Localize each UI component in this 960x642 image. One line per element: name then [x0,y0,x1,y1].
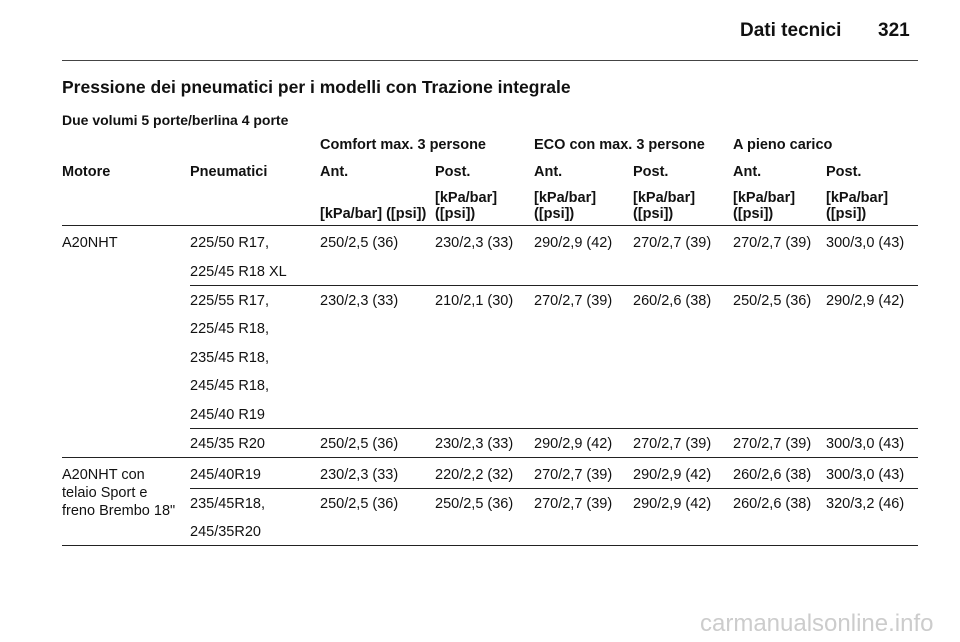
pressure: 270/2,7 (39) [633,435,712,452]
column-header: Ant. [534,164,563,180]
unit-label: ([psi]) [633,206,674,222]
tyre: 245/35R20 [190,524,261,540]
pressure: 270/2,7 (39) [534,495,613,512]
pressure: 250/2,5 (36) [733,292,812,309]
pressure: 210/2,1 (30) [435,292,514,309]
pressure: 250/2,5 (36) [435,495,514,512]
engine: A20NHT [62,235,118,251]
pressure: 270/2,7 (39) [733,235,812,251]
header-title: Dati tecnici [740,20,842,41]
tyre: 225/45 R18 XL [190,263,287,280]
unit-label: ([psi]) [534,206,575,222]
tyre: 235/45 R18, [190,349,270,366]
pressure: 290/2,9 (42) [633,495,712,512]
tyre: 235/45R18, [190,495,265,512]
unit-label: ([psi]) [733,206,774,222]
unit-label: ([psi]) [435,206,476,222]
pressure: 290/2,9 (42) [633,466,712,483]
pressure: 230/2,3 (33) [320,466,399,483]
header-rule [62,60,918,61]
tyre: 225/45 R18, [190,321,270,337]
row-rule [190,427,918,429]
pressure: 270/2,7 (39) [633,235,712,251]
row-rule [190,487,918,489]
engine: freno Brembo 18" [62,502,176,519]
pressure: 260/2,6 (38) [733,466,812,483]
row-rule [62,545,918,546]
pressure: 250/2,5 (36) [320,235,399,251]
column-header: Pneumatici [190,164,268,180]
column-header: Post. [633,164,669,180]
row-rule [190,284,918,286]
pressure: 260/2,6 (38) [733,495,812,512]
engine: telaio Sport e [62,484,148,501]
pressure: 250/2,5 (36) [320,495,399,512]
unit-label: [kPa/bar] ([psi]) [320,206,427,222]
group-header: Comfort max. 3 persone [320,137,486,153]
pressure: 300/3,0 (43) [826,235,905,251]
column-header: Ant. [733,164,762,180]
unit-label: ([psi]) [826,206,867,222]
watermark: carmanualsonline.info [700,610,934,637]
pressure: 230/2,3 (33) [435,435,514,452]
subtitle: Due volumi 5 porte/berlina 4 porte [62,112,289,128]
pressure: 270/2,7 (39) [534,292,613,309]
pressure: 270/2,7 (39) [534,466,613,483]
column-header: Motore [62,164,111,180]
pressure: 320/3,2 (46) [826,495,905,512]
tyre: 225/55 R17, [190,292,270,309]
pressure: 290/2,9 (42) [534,235,613,251]
pressure: 300/3,0 (43) [826,435,905,452]
pressure: 270/2,7 (39) [733,435,812,452]
column-header: Post. [435,164,471,180]
tyre: 245/35 R20 [190,435,265,452]
pressure: 230/2,3 (33) [320,292,399,309]
group-header: A pieno carico [733,137,833,153]
group-header: ECO con max. 3 persone [534,137,705,153]
pressure: 260/2,6 (38) [633,292,712,309]
pressure: 250/2,5 (36) [320,435,399,452]
pressure: 290/2,9 (42) [826,292,905,309]
unit-label: [kPa/bar] [534,190,597,206]
row-rule [62,225,918,226]
pressure: 230/2,3 (33) [435,235,514,251]
column-header: Post. [826,164,862,180]
section-title: Pressione dei pneumatici per i modelli c… [62,77,571,97]
engine: A20NHT con [62,466,145,483]
pressure: 290/2,9 (42) [534,435,613,452]
unit-label: [kPa/bar] [633,190,696,206]
pressure: 220/2,2 (32) [435,466,514,483]
unit-label: [kPa/bar] [733,190,796,206]
unit-label: [kPa/bar] [826,190,889,206]
tyre: 245/40 R19 [190,406,265,423]
tyre: 245/40R19 [190,466,261,483]
pressure: 300/3,0 (43) [826,466,905,483]
tyre: 245/45 R18, [190,378,270,394]
page-number: 321 [878,20,910,41]
column-header: Ant. [320,164,349,180]
row-rule [62,456,918,458]
tyre: 225/50 R17, [190,235,270,251]
unit-label: [kPa/bar] [435,190,498,206]
